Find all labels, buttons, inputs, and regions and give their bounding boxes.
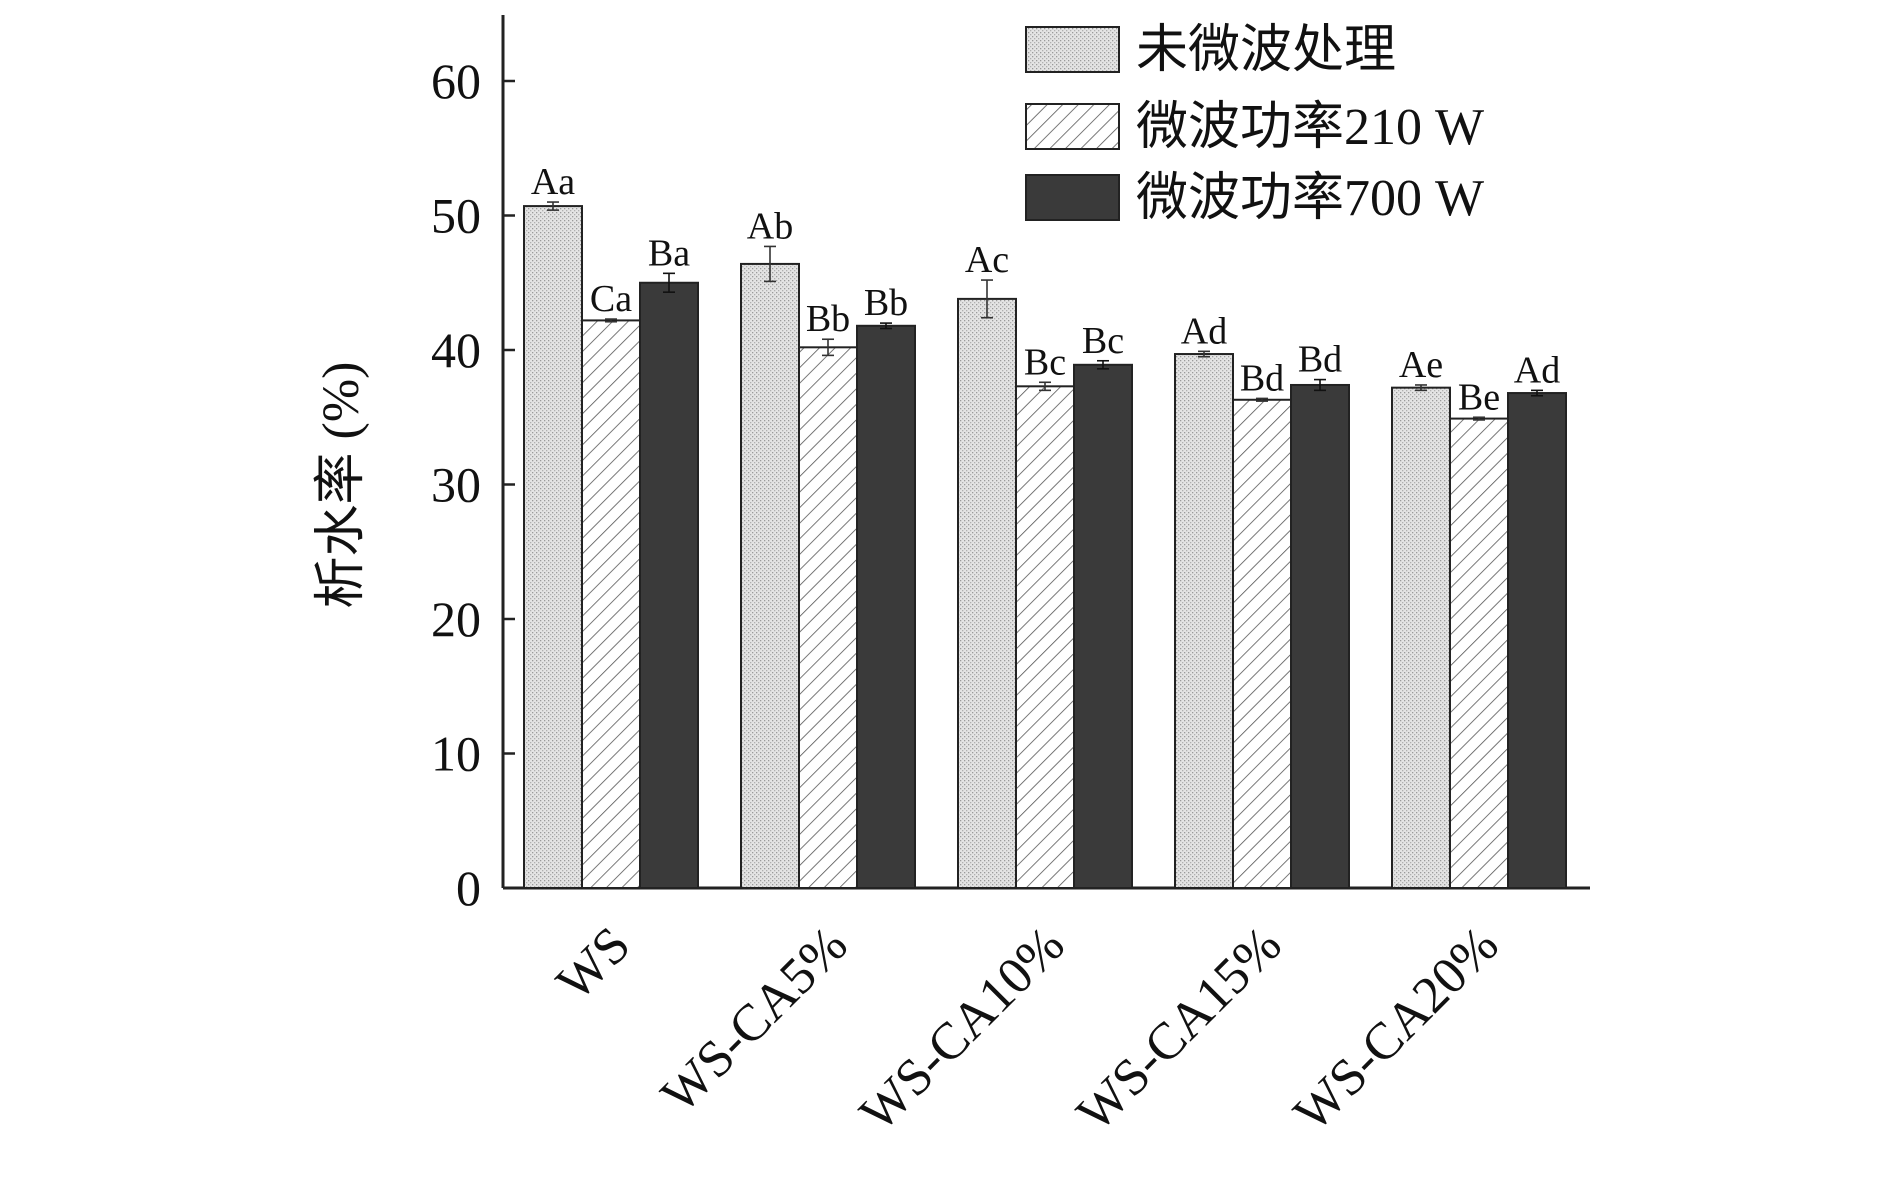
bar [1449,417,1509,889]
data-label: Bc [1024,341,1066,383]
data-label: Be [1458,376,1500,418]
bar [1073,363,1133,890]
bar [1290,383,1350,889]
legend-label: 未微波处理 [1136,22,1396,79]
legend-swatch [1025,103,1120,150]
data-label: Ad [1514,349,1560,391]
bar [1232,398,1292,889]
data-label: Bb [864,282,908,324]
bar [581,319,641,890]
data-label: Ab [747,205,793,247]
data-label: Ba [648,232,690,274]
data-label: Bd [1240,357,1284,399]
legend-label: 微波功率210 W [1136,99,1484,156]
bar [1507,392,1567,889]
legend-label: 微波功率700 W [1136,170,1484,227]
y-tick-label: 0 [456,860,481,916]
x-tick-label: WS-CA10% [849,916,1075,1142]
legend-swatch [1025,174,1120,221]
y-tick-label: 10 [431,726,481,782]
bar [523,205,583,889]
bar [1391,386,1451,889]
y-tick-label: 30 [431,457,481,513]
y-tick-label: 20 [431,591,481,647]
bar [798,346,858,889]
bar [957,297,1017,889]
x-tick-label: WS-CA15% [1066,916,1292,1142]
data-label: Ad [1181,310,1227,352]
legend-swatch [1025,26,1120,73]
x-tick-label: WS [546,916,641,1011]
y-tick-label: 50 [431,188,481,244]
data-label: Ae [1399,344,1443,386]
bar [740,262,800,890]
x-tick-label: WS-CA5% [651,916,859,1124]
y-tick-label: 60 [431,53,481,109]
data-label: Bb [806,298,850,340]
y-tick-label: 40 [431,322,481,378]
bar [856,324,916,890]
bar [1015,385,1075,889]
data-label: Bd [1298,339,1342,381]
data-label: Aa [531,161,575,203]
data-label: Bc [1082,320,1124,362]
bar [1174,353,1234,890]
y-axis-label: 析水率 (%) [313,362,370,609]
bar [639,281,699,889]
data-label: Ac [965,239,1009,281]
data-label: Ca [590,278,632,320]
x-tick-label: WS-CA20% [1283,916,1509,1142]
